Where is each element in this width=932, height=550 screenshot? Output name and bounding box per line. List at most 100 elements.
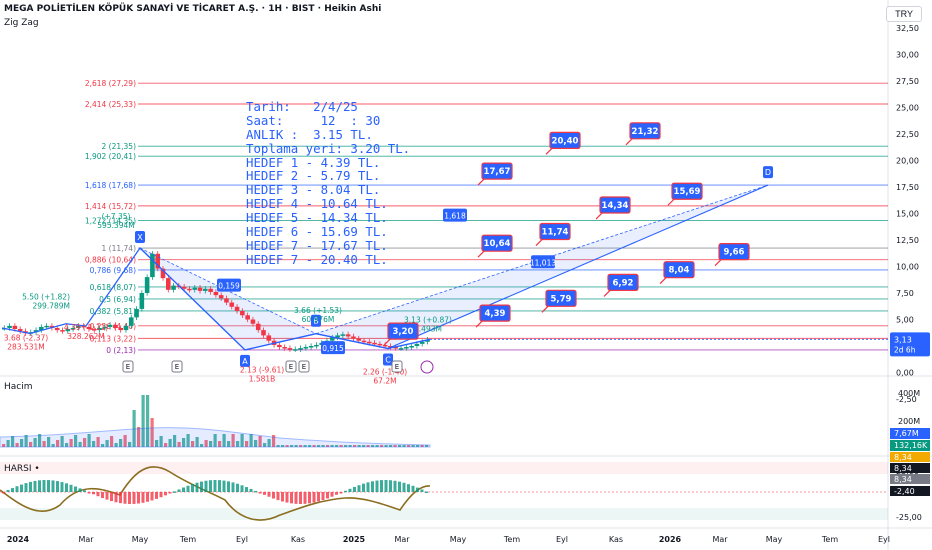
candle xyxy=(171,285,176,290)
last-price-label: 3,13 xyxy=(894,335,912,344)
harsi-candle xyxy=(74,486,77,492)
candle xyxy=(335,335,340,338)
volume-bar xyxy=(11,436,15,447)
harsi-candle xyxy=(173,491,176,493)
fib-level-label: 1,902 (20,41) xyxy=(85,152,136,161)
currency-button[interactable]: TRY xyxy=(886,6,922,22)
candle xyxy=(261,330,266,336)
harsi-candle xyxy=(227,481,230,492)
harsi-candle xyxy=(69,484,73,492)
candle xyxy=(329,337,335,341)
fib-level-label: 2,618 (27,29) xyxy=(85,79,136,88)
harsi-candle xyxy=(141,492,145,503)
harsi-candle xyxy=(308,492,311,504)
harsi-candle xyxy=(186,485,190,492)
harsi-candle xyxy=(92,492,95,495)
harsi-candle xyxy=(425,491,428,494)
volume-bar xyxy=(209,441,213,447)
target-box xyxy=(629,122,661,140)
candle xyxy=(425,339,430,342)
harsi-candle xyxy=(416,487,419,492)
harsi-candle xyxy=(276,492,280,501)
volume-bar xyxy=(254,440,258,447)
candle xyxy=(33,330,39,333)
pattern-ratio-label: 1,618 xyxy=(444,212,466,221)
volume-bar xyxy=(402,445,406,447)
harsi-candle xyxy=(11,488,14,492)
zigzag-label: 3.13 (+0.87) xyxy=(404,316,452,325)
time-tick-label: Tem xyxy=(179,535,196,544)
pattern-ratio-label: 11,013 xyxy=(530,258,556,267)
harsi-candle xyxy=(128,492,131,504)
harsi-candle xyxy=(209,480,212,492)
candle xyxy=(382,344,388,347)
pattern-point-label: D xyxy=(765,168,771,177)
volume-badge-label: 7,67M xyxy=(894,429,919,438)
candle xyxy=(39,326,44,331)
price-tick-label: 5,00 xyxy=(896,316,914,325)
volume-bar xyxy=(20,439,24,447)
harsi-candle xyxy=(78,488,82,492)
harsi-candle xyxy=(150,492,154,501)
harsi-candle xyxy=(164,492,167,496)
volume-bar xyxy=(339,445,343,447)
volume-bar xyxy=(249,434,253,447)
time-tick-label: Eyl xyxy=(556,535,568,544)
info-line: Tarih: 2/4/25 xyxy=(246,98,358,114)
volume-bar xyxy=(272,435,276,447)
harsi-candle xyxy=(56,481,59,492)
candle xyxy=(245,315,250,320)
candle xyxy=(113,324,118,328)
volume-bar xyxy=(317,445,321,447)
earnings-marker-label: E xyxy=(175,363,179,371)
candle xyxy=(91,329,97,331)
earnings-marker xyxy=(298,360,310,373)
volume-bar xyxy=(299,445,303,447)
info-line: HEDEF 3 - 8.04 TL. xyxy=(246,182,381,198)
harsi-candle xyxy=(6,490,10,492)
volume-bar xyxy=(155,440,159,447)
volume-bar xyxy=(137,427,141,447)
volume-bar xyxy=(294,445,298,447)
volume-bar xyxy=(308,445,312,447)
harsi-candle xyxy=(2,492,5,494)
candle xyxy=(398,348,404,350)
fib-level-label: 2 (21,35) xyxy=(102,142,137,151)
target-label: 6,92 xyxy=(613,278,634,288)
zigzag-label: 2.26 (-1.40) xyxy=(363,368,407,377)
fib-level-label: 1 (11,74) xyxy=(102,244,137,253)
harsi-candle xyxy=(42,480,46,492)
price-tick-label: -2,50 xyxy=(896,395,917,404)
time-tick-label: 2026 xyxy=(659,535,682,544)
harsi-badge-label: 8,34 xyxy=(894,464,912,473)
harsi-candle xyxy=(33,480,37,492)
candle xyxy=(60,330,65,332)
target-label: 15,69 xyxy=(674,187,701,197)
candle xyxy=(187,288,192,291)
target-box xyxy=(607,273,639,291)
harsi-candle xyxy=(348,488,352,492)
price-tick-label: 27,50 xyxy=(896,77,919,86)
candle xyxy=(419,341,425,344)
pattern-ratio-box xyxy=(321,341,345,355)
target-label: 20,40 xyxy=(552,136,579,146)
target-label: 17,67 xyxy=(484,167,511,177)
volume-bar xyxy=(2,444,6,447)
harsi-candle xyxy=(29,481,32,492)
candle xyxy=(298,348,303,350)
harsi-candle xyxy=(195,482,199,492)
harsi-candle xyxy=(168,492,172,494)
price-tick-label: 10,00 xyxy=(896,263,919,272)
harsi-band xyxy=(0,462,888,474)
volume-bar xyxy=(38,434,42,447)
pattern-ratio-box xyxy=(531,255,555,269)
volume-bar xyxy=(231,434,235,447)
harsi-candle xyxy=(303,492,307,504)
volume-bar xyxy=(132,410,136,447)
volume-bar xyxy=(42,441,46,447)
candle xyxy=(134,308,139,318)
volume-bar xyxy=(56,440,60,447)
volume-bar xyxy=(110,436,114,447)
info-line: HEDEF 1 - 4.39 TL. xyxy=(246,154,381,170)
